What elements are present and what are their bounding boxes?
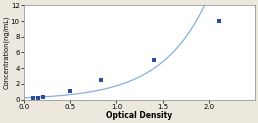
Y-axis label: Concentration(ng/mL): Concentration(ng/mL): [3, 16, 9, 89]
X-axis label: Optical Density: Optical Density: [106, 111, 173, 120]
